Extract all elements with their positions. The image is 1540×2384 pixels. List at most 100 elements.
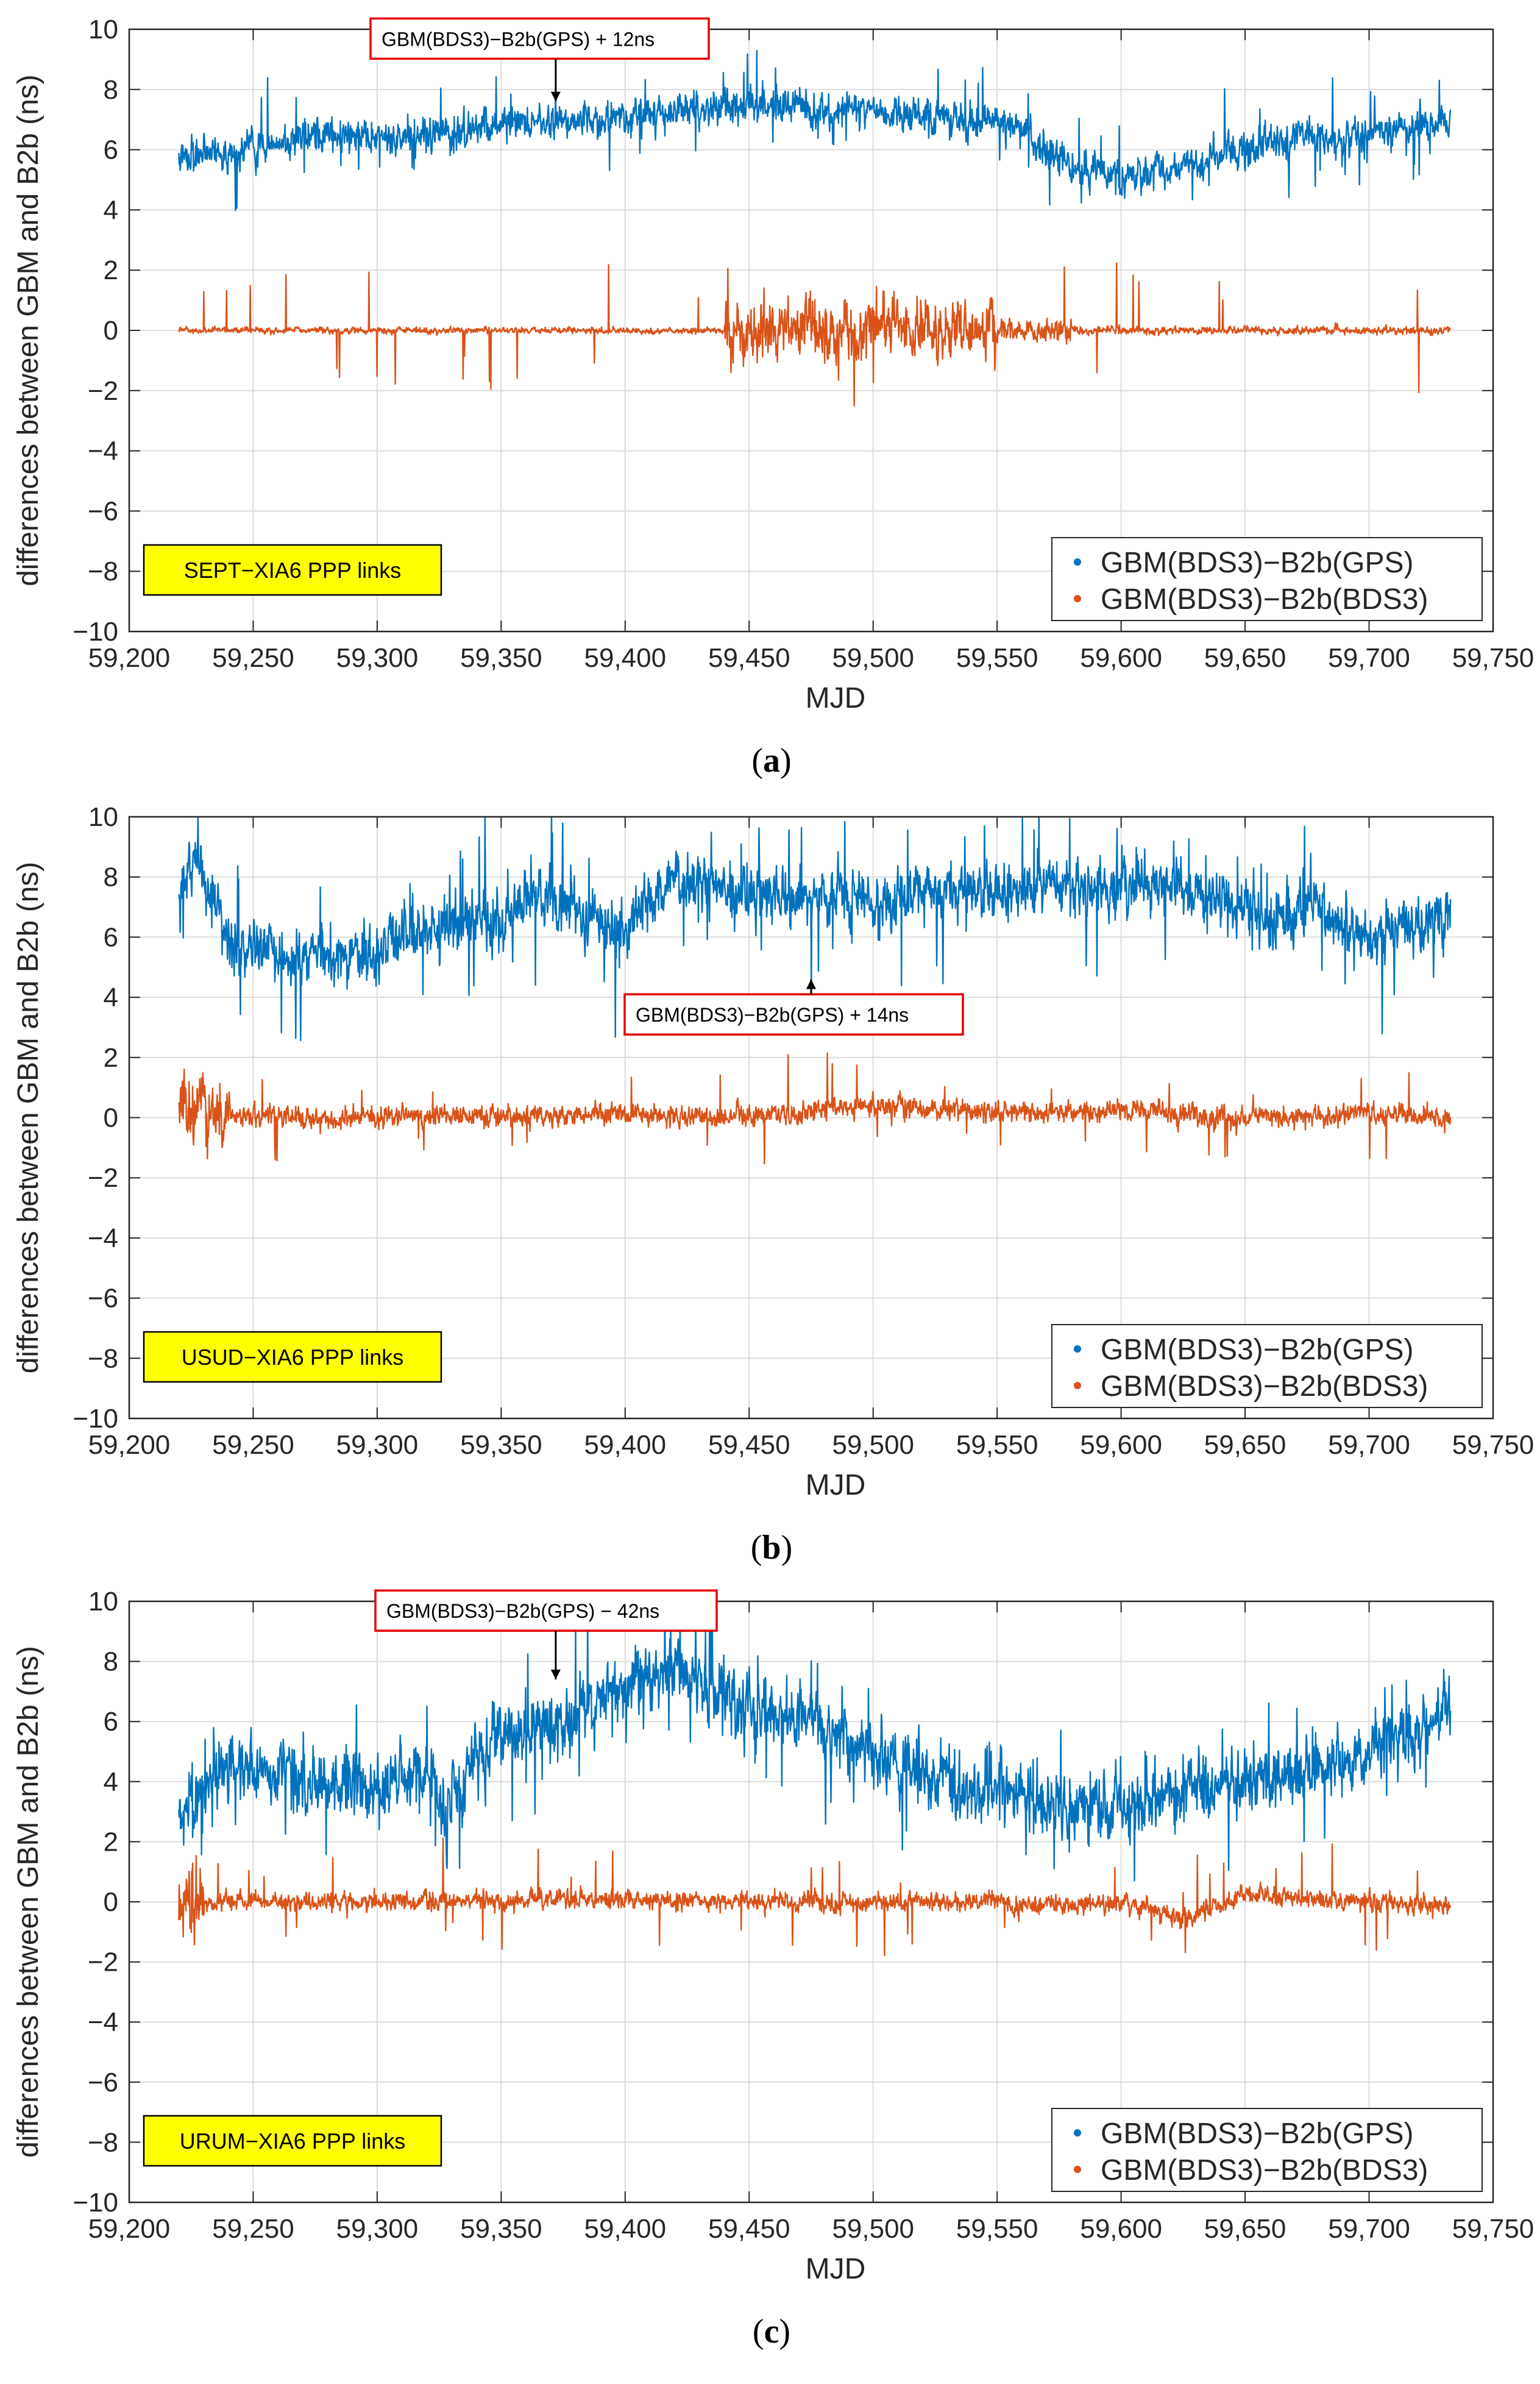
caption-paren: (	[753, 2313, 764, 2350]
x-axis-title: MJD	[806, 2253, 866, 2285]
legend-marker-bds3	[1074, 1382, 1081, 1389]
annotation-arrow-head	[806, 979, 816, 989]
y-tick-label: 8	[104, 75, 118, 105]
x-tick-label: 59,750	[1452, 1430, 1535, 1460]
x-tick-label: 59,650	[1204, 643, 1286, 673]
y-tick-label: −10	[73, 617, 118, 647]
x-tick-label: 59,600	[1080, 1430, 1162, 1460]
x-tick-label: 59,300	[336, 643, 419, 673]
x-tick-label: 59,200	[88, 2214, 171, 2244]
y-tick-label: 8	[104, 863, 118, 892]
caption-paren: (	[751, 1529, 762, 1567]
y-tick-label: 6	[104, 135, 118, 165]
x-tick-label: 59,700	[1328, 643, 1410, 673]
y-axis-title: differences between GBM and B2b (ns)	[12, 74, 44, 586]
y-tick-label: 6	[104, 922, 118, 952]
legend-label-bds3: GBM(BDS3)−B2b(BDS3)	[1101, 583, 1428, 616]
x-tick-label: 59,550	[956, 643, 1038, 673]
y-tick-label: 10	[88, 15, 118, 44]
panel-caption: (a)	[751, 742, 791, 780]
y-tick-label: −2	[88, 1948, 118, 1977]
y-tick-label: 0	[104, 316, 118, 346]
x-tick-label: 59,350	[460, 2214, 542, 2244]
panel-caption: (c)	[753, 2313, 790, 2350]
caption-letter: b	[762, 1529, 781, 1567]
y-tick-label: 4	[104, 983, 118, 1012]
caption-letter: c	[764, 2313, 779, 2350]
x-tick-label: 59,500	[832, 2214, 914, 2244]
x-tick-label: 59,250	[212, 2214, 294, 2244]
x-tick-label: 59,350	[460, 643, 542, 673]
annotation-text: GBM(BDS3)−B2b(GPS) − 42ns	[386, 1600, 659, 1622]
y-tick-label: −6	[88, 1284, 118, 1314]
legend-marker-bds3	[1074, 2166, 1081, 2173]
y-tick-label: 10	[88, 802, 118, 832]
series-line-gps	[178, 49, 1452, 212]
x-tick-label: 59,200	[88, 1430, 171, 1460]
x-tick-label: 59,350	[460, 1430, 542, 1460]
chart-panel-c: 59,200 59,250 59,300 59,350 59,400 59,450 59,5…	[12, 1587, 1534, 2350]
x-tick-label: 59,300	[336, 1430, 419, 1460]
y-tick-label: 0	[104, 1887, 118, 1917]
y-tick-label: 8	[104, 1647, 118, 1677]
chart-panel-a: 59,200 59,250 59,300 59,350 59,400 59,450 59,5…	[12, 15, 1534, 780]
legend-label-bds3: GBM(BDS3)−B2b(BDS3)	[1101, 2154, 1428, 2187]
x-tick-label: 59,250	[212, 643, 294, 673]
series-line-gps	[178, 1600, 1452, 1882]
x-tick-label: 59,200	[88, 643, 171, 673]
y-tick-label: 10	[88, 1587, 118, 1617]
annotation-arrow-head	[550, 91, 561, 102]
legend-label-gps: GBM(BDS3)−B2b(GPS)	[1101, 1334, 1413, 1366]
x-tick-label: 59,400	[584, 2214, 667, 2244]
x-tick-label: 59,550	[956, 1430, 1038, 1460]
annotation-text: GBM(BDS3)−B2b(GPS) + 14ns	[636, 1004, 909, 1026]
x-tick-label: 59,750	[1452, 2214, 1535, 2244]
y-axis-title: differences between GBM and B2b (ns)	[12, 862, 44, 1374]
legend-box	[1051, 2108, 1483, 2192]
y-tick-label: 6	[104, 1707, 118, 1737]
link-badge	[143, 2115, 442, 2167]
x-tick-label: 59,450	[708, 2214, 790, 2244]
caption-paren: )	[781, 1529, 793, 1567]
y-tick-label: −4	[88, 1223, 118, 1253]
y-tick-label: 2	[104, 1827, 118, 1857]
y-tick-label: 2	[104, 1043, 118, 1073]
annotation-box	[369, 17, 710, 60]
legend-label-gps: GBM(BDS3)−B2b(GPS)	[1101, 547, 1413, 579]
legend-box	[1051, 1324, 1483, 1408]
y-tick-label: −8	[88, 2127, 118, 2157]
link-badge	[143, 1331, 442, 1383]
x-axis-title: MJD	[806, 1469, 866, 1501]
caption-paren: )	[780, 742, 792, 780]
series-line-bds3	[178, 262, 1451, 407]
x-tick-label: 59,450	[708, 643, 790, 673]
caption-paren: (	[751, 742, 763, 780]
link-badge-text: SEPT−XIA6 PPP links	[184, 558, 402, 583]
x-tick-label: 59,400	[584, 643, 667, 673]
legend-box	[1051, 537, 1483, 621]
y-tick-label: 2	[104, 255, 118, 285]
y-tick-label: −4	[88, 436, 118, 466]
y-tick-label: −6	[88, 2068, 118, 2098]
y-tick-label: −8	[88, 1343, 118, 1373]
y-tick-label: −6	[88, 496, 118, 526]
x-tick-label: 59,450	[708, 1430, 790, 1460]
y-tick-label: 0	[104, 1103, 118, 1133]
link-badge	[143, 544, 442, 596]
link-badge-text: URUM−XIA6 PPP links	[180, 2129, 405, 2154]
x-tick-label: 59,600	[1080, 2214, 1162, 2244]
x-tick-label: 59,400	[584, 1430, 667, 1460]
caption-letter: a	[763, 742, 780, 780]
y-tick-label: −10	[73, 1404, 118, 1434]
annotation-text: GBM(BDS3)−B2b(GPS) + 12ns	[381, 28, 655, 50]
x-tick-label: 59,650	[1204, 2214, 1286, 2244]
x-tick-label: 59,700	[1328, 2214, 1410, 2244]
series-line-bds3	[178, 1052, 1452, 1165]
x-tick-label: 59,500	[832, 1430, 914, 1460]
link-badge-text: USUD−XIA6 PPP links	[182, 1345, 403, 1370]
y-tick-label: 4	[104, 195, 118, 225]
x-tick-label: 59,750	[1452, 643, 1535, 673]
y-tick-label: −2	[88, 376, 118, 406]
x-tick-label: 59,250	[212, 1430, 294, 1460]
panel-caption: (b)	[751, 1529, 792, 1567]
